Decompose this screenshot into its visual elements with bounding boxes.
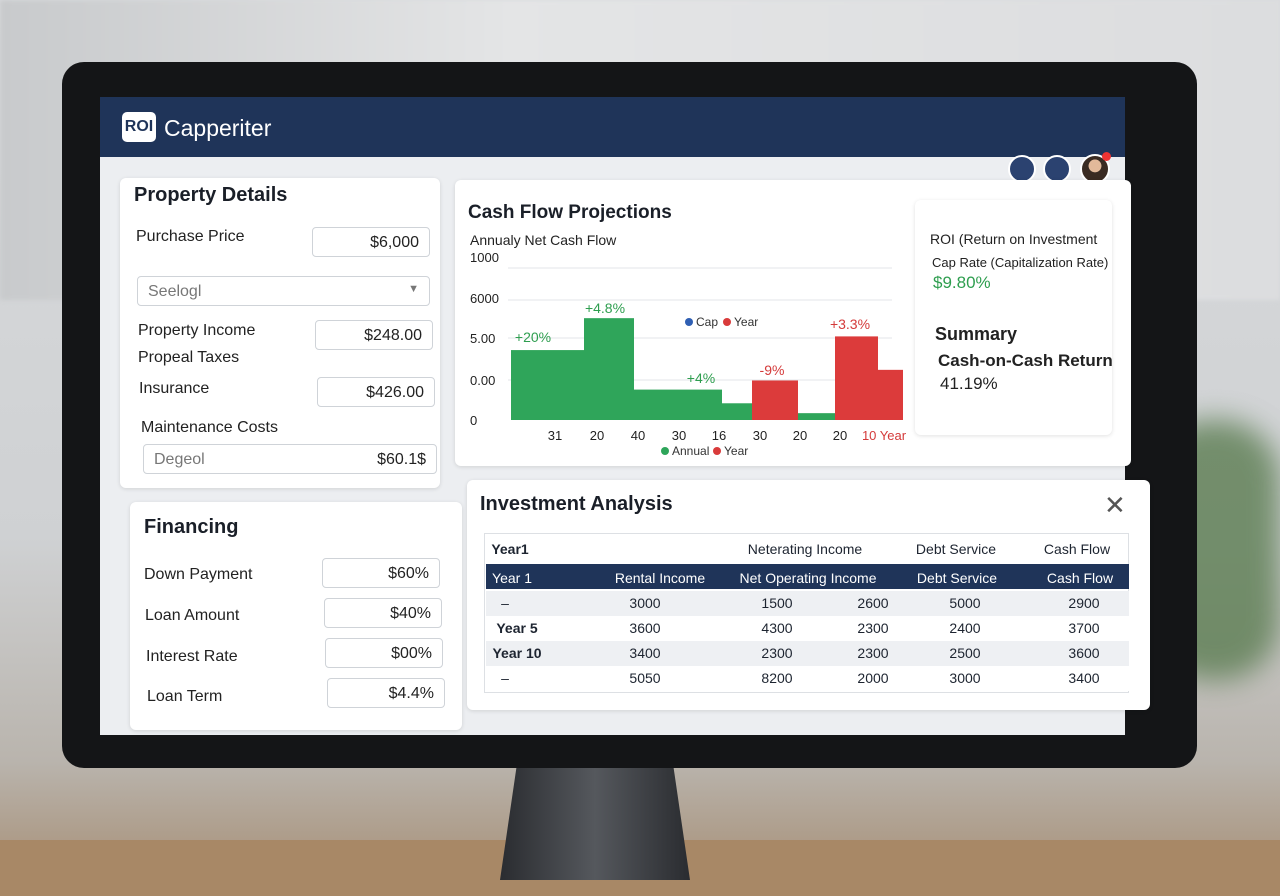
field-label: Loan Amount: [145, 607, 240, 624]
field-label: Property Income: [138, 322, 256, 339]
table-cell: 8200: [761, 670, 793, 686]
metric-value: $9.80%: [933, 273, 991, 292]
table-row: [486, 616, 1129, 641]
table-cell: 3400: [1068, 670, 1100, 686]
table-cell: 3700: [1068, 620, 1100, 636]
column-header: Cash Flow: [1043, 541, 1111, 557]
field-label: Interest Rate: [146, 648, 238, 665]
field-label: Loan Term: [147, 688, 223, 705]
close-button[interactable]: ✕: [1104, 490, 1126, 520]
field-label: Down Payment: [144, 566, 253, 583]
column-header: Year1: [491, 541, 529, 557]
text-input[interactable]: $40%: [324, 598, 442, 628]
table-cell: 2600: [857, 595, 889, 611]
section-title: Summary: [935, 324, 1018, 344]
table-header: [486, 564, 1129, 589]
text-input[interactable]: $4.4%: [327, 678, 445, 708]
table-cell: 2300: [857, 645, 889, 661]
field-label: Propeal Taxes: [138, 349, 240, 366]
table-row: [486, 591, 1129, 616]
text-input[interactable]: $248.00: [315, 320, 433, 350]
text-input[interactable]: $426.00: [317, 377, 435, 407]
table-cell: 3400: [629, 645, 661, 661]
text-input[interactable]: $6,000: [312, 227, 430, 257]
icon-button[interactable]: [1043, 155, 1071, 183]
icon-button[interactable]: [1008, 155, 1036, 183]
metric-label: Cap Rate (Capitalization Rate): [932, 255, 1109, 270]
table-cell: Year 5: [496, 620, 538, 636]
panel-title: Property Details: [134, 184, 288, 206]
table-cell: 4300: [761, 620, 793, 636]
metric-label: ROI (Return on Investment: [930, 231, 1098, 247]
table-row: [486, 666, 1129, 691]
table-cell: 5000: [949, 595, 981, 611]
notification-dot: [1102, 152, 1111, 161]
header-cell: Rental Income: [614, 570, 706, 586]
table-cell: 3600: [1068, 645, 1100, 661]
table-cell: 2500: [949, 645, 981, 661]
table-cell: 3600: [629, 620, 661, 636]
text-input[interactable]: $00%: [325, 638, 443, 668]
app-header: [100, 97, 1125, 157]
header-cell: Cash Flow: [1046, 570, 1114, 586]
metrics-card: [915, 200, 1112, 435]
text-input[interactable]: $60%: [322, 558, 440, 588]
table-cell: Year 10: [492, 645, 542, 661]
table-cell: 5050: [629, 670, 661, 686]
table-cell: 2900: [1068, 595, 1100, 611]
app-name: Capperiter: [164, 115, 272, 141]
table-cell: 1500: [761, 595, 793, 611]
table-cell: 3000: [949, 670, 981, 686]
table-row: [486, 641, 1129, 666]
input-placeholder: Degeol: [154, 451, 205, 468]
field-label: Maintenance Costs: [141, 419, 278, 436]
select[interactable]: Seelogl ▼: [137, 276, 430, 306]
column-header: Debt Service: [915, 541, 997, 557]
table-cell: 2300: [761, 645, 793, 661]
input-value: $60.1$: [377, 451, 426, 468]
table-cell: 2000: [857, 670, 889, 686]
header-cell: Year 1: [492, 570, 532, 586]
text-input[interactable]: Degeol $60.1$: [143, 444, 437, 474]
panel-title: Financing: [144, 516, 239, 538]
table-cell: –: [501, 670, 509, 686]
header-cell: Net Operating Income: [739, 570, 877, 586]
table-cell: –: [501, 595, 509, 611]
monitor-stand: [500, 750, 690, 880]
table-cell: 3000: [629, 595, 661, 611]
panel-title: Investment Analysis: [480, 493, 673, 515]
field-label: Purchase Price: [136, 228, 245, 245]
table-cell: 2300: [857, 620, 889, 636]
metric-label: Cash-on-Cash Return: [938, 351, 1113, 370]
table-cell: 2400: [949, 620, 981, 636]
metric-value: 41.19%: [940, 374, 998, 393]
field-label: Insurance: [139, 380, 210, 397]
header-cell: Debt Service: [916, 570, 998, 586]
column-header: Neterating Income: [747, 541, 863, 557]
select-placeholder: Seelogl: [148, 283, 202, 300]
logo: ROI: [122, 112, 156, 142]
